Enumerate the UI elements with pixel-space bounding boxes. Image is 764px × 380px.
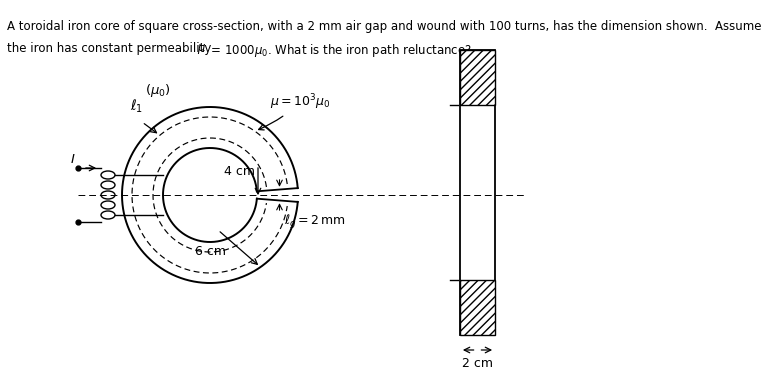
Text: 4 cm: 4 cm bbox=[224, 165, 255, 178]
Bar bbox=[460, 50, 495, 335]
Bar bbox=[460, 50, 495, 105]
Text: $(\mu_0)$: $(\mu_0)$ bbox=[145, 82, 171, 99]
Bar bbox=[460, 280, 495, 335]
Text: $\mu$: $\mu$ bbox=[197, 42, 206, 56]
Text: 2 cm: 2 cm bbox=[462, 357, 493, 370]
Text: = 1000$\mu_0$. What is the iron path reluctance?: = 1000$\mu_0$. What is the iron path rel… bbox=[207, 42, 472, 59]
Text: $\ell_g = 2\,\mathrm{mm}$: $\ell_g = 2\,\mathrm{mm}$ bbox=[284, 213, 346, 231]
Text: the iron has constant permeability: the iron has constant permeability bbox=[7, 42, 212, 55]
Text: 6 cm: 6 cm bbox=[195, 245, 226, 258]
Text: $I$: $I$ bbox=[70, 153, 76, 166]
Text: $\mu = 10^3\mu_0$: $\mu = 10^3\mu_0$ bbox=[258, 92, 330, 130]
Text: $\ell_1$: $\ell_1$ bbox=[130, 98, 143, 115]
Text: A toroidal iron core of square cross-section, with a 2 mm air gap and wound with: A toroidal iron core of square cross-sec… bbox=[7, 20, 762, 33]
